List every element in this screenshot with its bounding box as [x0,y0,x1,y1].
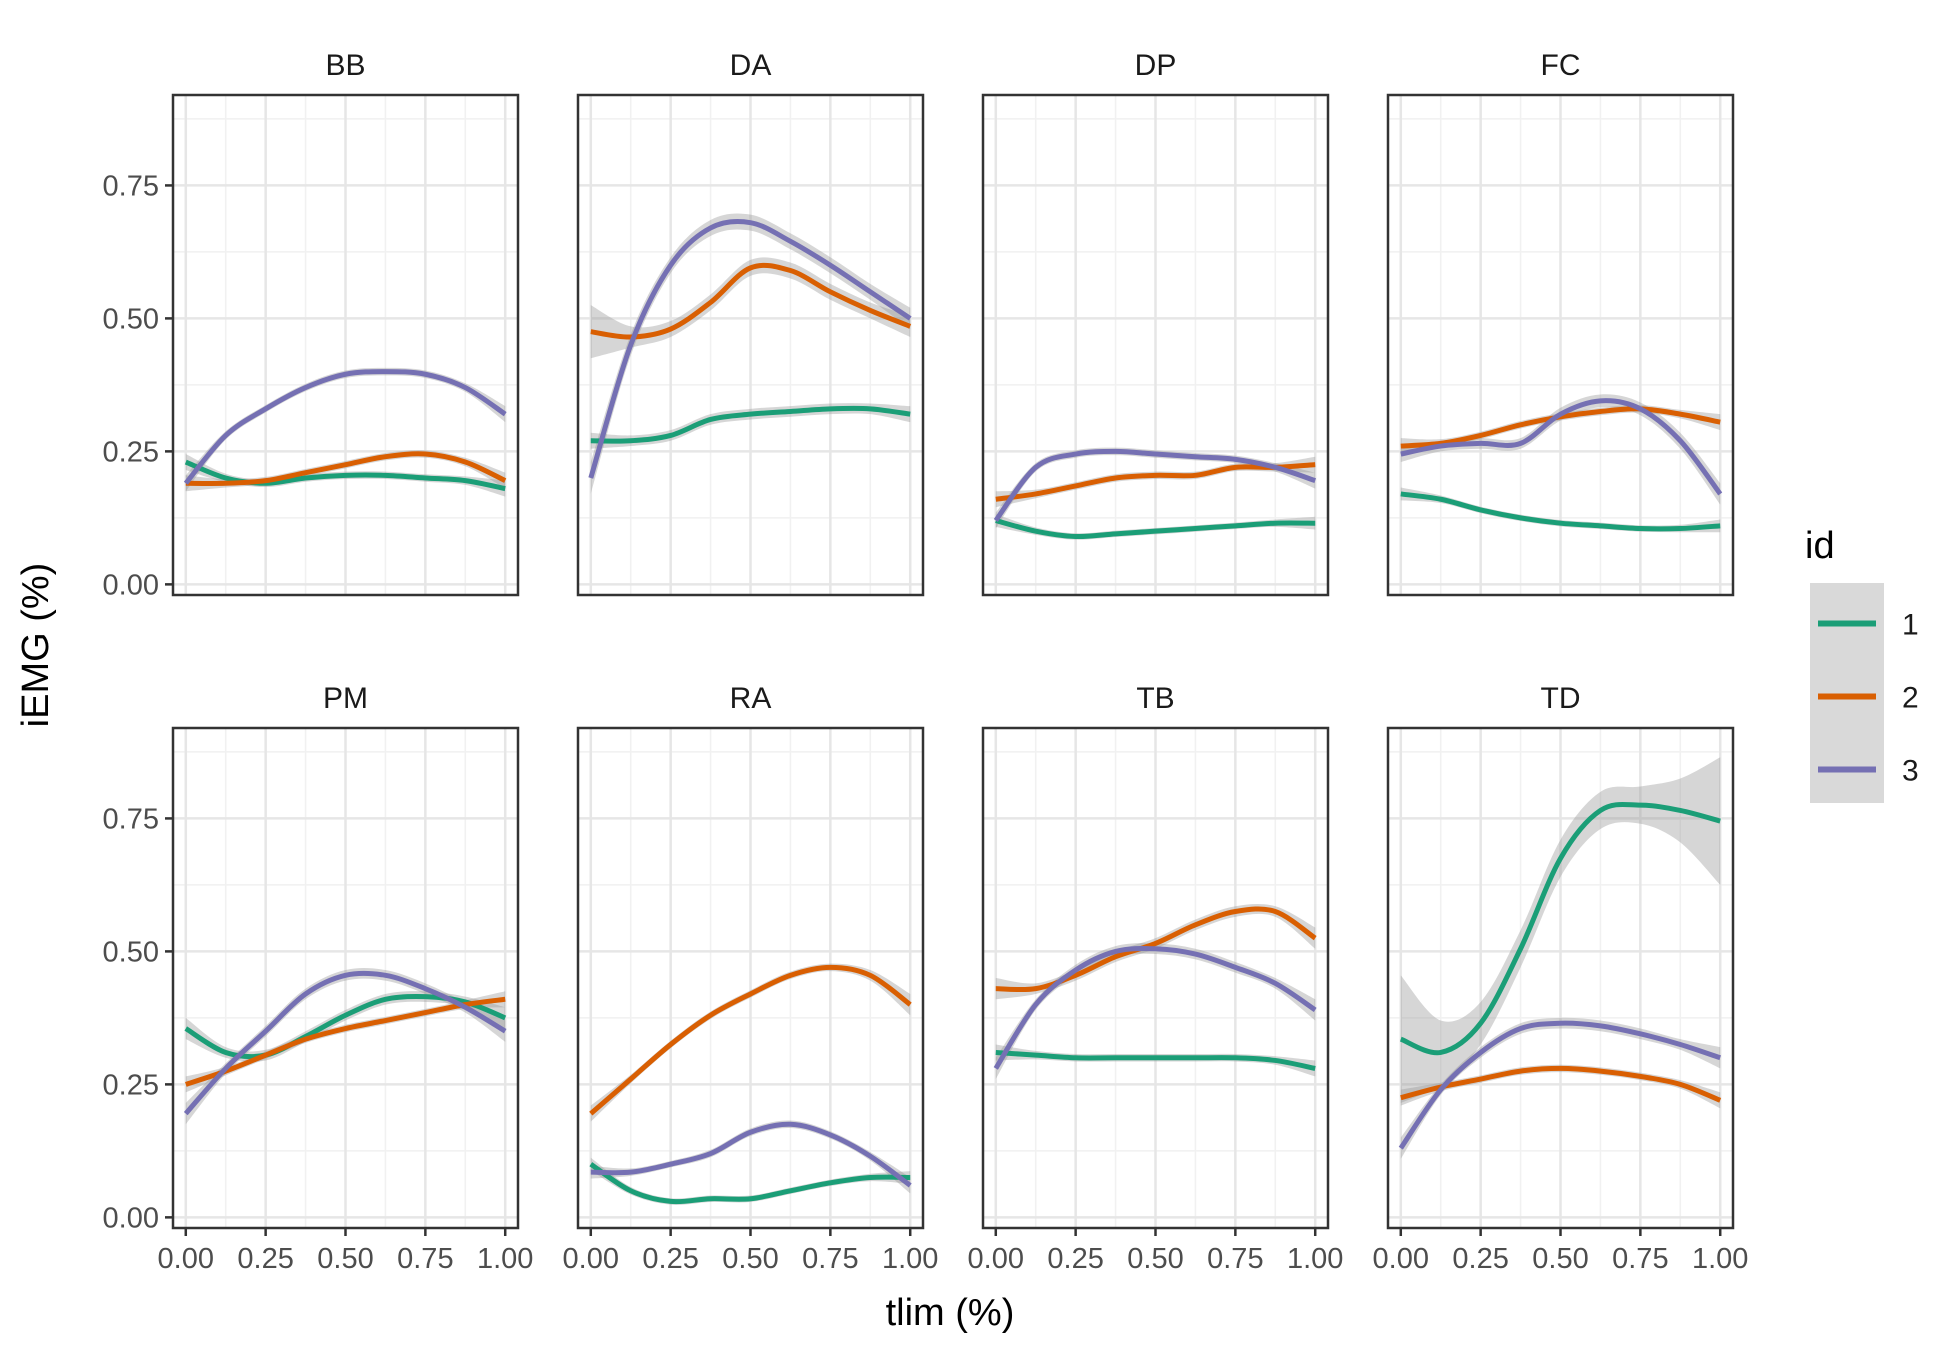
panel-title-ra: RA [730,682,772,715]
x-tick-label: 0.25 [237,1243,293,1275]
series-line-da-2 [590,262,912,340]
panel-bb: BB 0.00 0.25 0.50 0.75 [103,49,520,601]
panel-border [981,93,1330,597]
y-axis-title: iEMG (%) [15,563,57,728]
series-line-bb-3 [183,369,507,485]
panel-title-dp: DP [1135,49,1177,82]
legend-key-background [1810,583,1884,803]
x-tick-label: 0.00 [1373,1243,1429,1275]
y-tick-label: 0.00 [103,1202,159,1234]
x-tick-label: 0.75 [397,1243,453,1275]
series-line-ra-3 [590,1121,912,1188]
x-tick-label: 0.00 [158,1243,214,1275]
series-line-tb-1 [995,1049,1316,1071]
panel-title-fc: FC [1541,49,1581,82]
panel-data-fc [1400,394,1723,533]
x-tick-label: 1.00 [1287,1243,1343,1275]
panel-title-da: DA [730,49,772,82]
confidence-band-dp-1 [995,514,1316,540]
panel-title-pm: PM [323,682,368,715]
y-tick-label: 0.50 [103,303,159,335]
series-line-ra-2 [589,964,912,1116]
panel-border [171,93,520,597]
series-line-dp-2 [995,462,1316,502]
series-line-fc-3 [1400,398,1723,496]
y-tick-label: 0.75 [103,170,159,202]
x-tick-label: 0.00 [563,1243,619,1275]
y-tick-label: 0.00 [103,569,159,601]
x-tick-label: 1.00 [477,1243,533,1275]
series-line-bb-2 [185,451,507,486]
x-tick-label: 0.25 [1452,1243,1508,1275]
confidence-band-td-1 [1400,757,1721,1103]
series-line-td-1 [1399,801,1721,1056]
series-line-tb-3 [993,945,1317,1070]
panel-td: TD 0.00 0.25 0.50 0.75 1.00 [1373,682,1749,1275]
legend: id 1 2 3 [1805,525,1919,803]
y-tick-label: 0.50 [103,936,159,968]
panel-data-pm [183,968,507,1125]
legend-label-2: 2 [1902,682,1919,715]
series-line-pm-2 [184,996,506,1087]
panel-border [576,93,925,597]
confidence-band-tb-1 [995,1044,1316,1077]
legend-label-3: 3 [1902,755,1919,788]
y-tick-label: 0.75 [103,803,159,835]
series-line-fc-1 [1400,491,1721,532]
x-tick-label: 0.50 [1127,1243,1183,1275]
series-line-td-2 [1400,1065,1722,1103]
panel-data-td [1398,757,1722,1159]
series-line-da-1 [590,405,911,444]
panel-title-td: TD [1541,682,1581,715]
panel-data-dp [993,447,1317,540]
panel-pm: PM 0.00 0.25 0.50 0.75 0.00 0.25 0.50 0.75 1.00 [103,682,534,1275]
x-tick-label: 0.50 [317,1243,373,1275]
x-tick-label: 0.25 [1047,1243,1103,1275]
x-tick-label: 1.00 [1692,1243,1748,1275]
x-axis-title: tlim (%) [886,1292,1015,1334]
panel-title-bb: BB [325,49,365,82]
x-tick-label: 0.75 [1612,1243,1668,1275]
x-tick-label: 0.50 [1532,1243,1588,1275]
legend-label-1: 1 [1902,609,1919,642]
panel-title-tb: TB [1136,682,1174,715]
series-line-da-3 [588,218,912,479]
panel-tb: TB 0.00 0.25 0.50 0.75 1.00 [968,682,1344,1275]
x-tick-label: 1.00 [882,1243,938,1275]
panel-da: DA [576,49,925,597]
panel-data-tb [993,904,1317,1080]
panel-border [1386,93,1735,597]
series-line-pm-3 [183,970,507,1116]
y-tick-label: 0.25 [103,1069,159,1101]
panel-data-ra [589,963,912,1205]
x-tick-label: 0.50 [722,1243,778,1275]
series-line-ra-1 [589,1162,911,1205]
panel-data-da [588,213,912,494]
panel-ra: RA 0.00 0.25 0.50 0.75 1.00 [563,682,939,1275]
series-line-dp-1 [995,518,1316,540]
x-tick-label: 0.00 [968,1243,1024,1275]
y-tick-label: 0.25 [103,436,159,468]
panel-data-bb [183,367,507,497]
x-tick-label: 0.25 [642,1243,698,1275]
confidence-band-da-2 [590,257,911,359]
series-line-td-3 [1398,1020,1722,1150]
x-tick-label: 0.75 [802,1243,858,1275]
legend-entries: 1 2 3 [1818,609,1919,788]
panel-dp: DP [981,49,1330,597]
facet-panels: BB 0.00 0.25 0.50 0.75 DA DP FC PM 0.00 0.25 0.50 0.… [103,49,1749,1275]
confidence-band-pm-1 [185,991,506,1062]
series-line-tb-2 [995,906,1317,993]
series-line-dp-3 [993,448,1317,523]
confidence-band-ra-3 [590,1120,911,1194]
panel-fc: FC [1386,49,1735,597]
legend-title: id [1805,525,1835,567]
x-tick-label: 0.75 [1207,1243,1263,1275]
